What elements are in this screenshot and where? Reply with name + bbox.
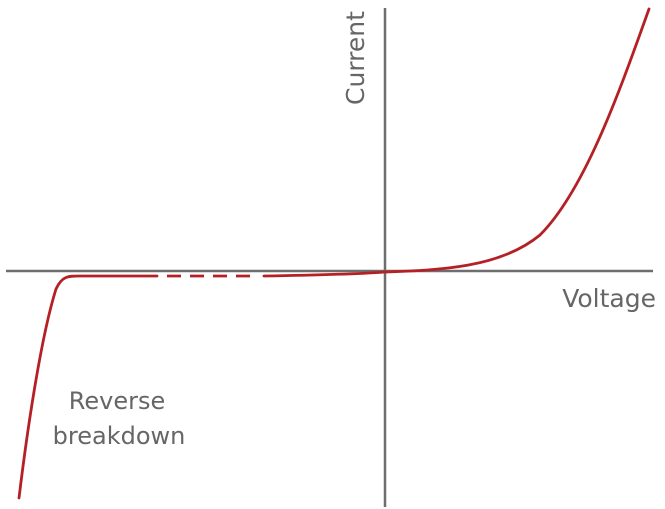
leakage-segment	[262, 270, 387, 278]
breakdown-segment	[17, 274, 159, 500]
reverse-breakdown-label-line2: breakdown	[53, 422, 186, 450]
x-axis-label: Voltage	[562, 284, 656, 313]
reverse-breakdown-label-line1: Reverse	[69, 387, 165, 415]
y-axis-label: Current	[341, 11, 370, 105]
forward-conduction-segment	[383, 7, 651, 274]
